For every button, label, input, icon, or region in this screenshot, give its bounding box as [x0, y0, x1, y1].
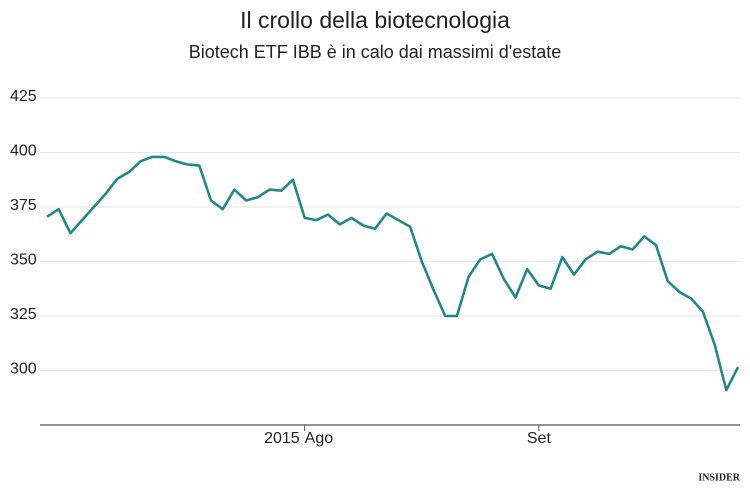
line-series: [46, 155, 740, 392]
source-logo: INSIDER: [698, 472, 740, 483]
y-tick-label: 375: [10, 197, 37, 214]
y-tick-label: 350: [10, 252, 37, 269]
x-tick-label: Ago: [305, 430, 334, 447]
y-tick-label: 325: [10, 306, 37, 323]
y-tick-label: 425: [10, 88, 37, 105]
y-tick-label: 300: [10, 361, 37, 378]
x-tick-label: Set: [527, 430, 552, 447]
chart-subtitle: Biotech ETF IBB è in calo dai massimi d'…: [189, 42, 562, 62]
x-year-label: 2015: [264, 430, 300, 447]
y-tick-label: 400: [10, 143, 37, 160]
chart-title: Il crollo della biotecnologia: [240, 7, 510, 33]
